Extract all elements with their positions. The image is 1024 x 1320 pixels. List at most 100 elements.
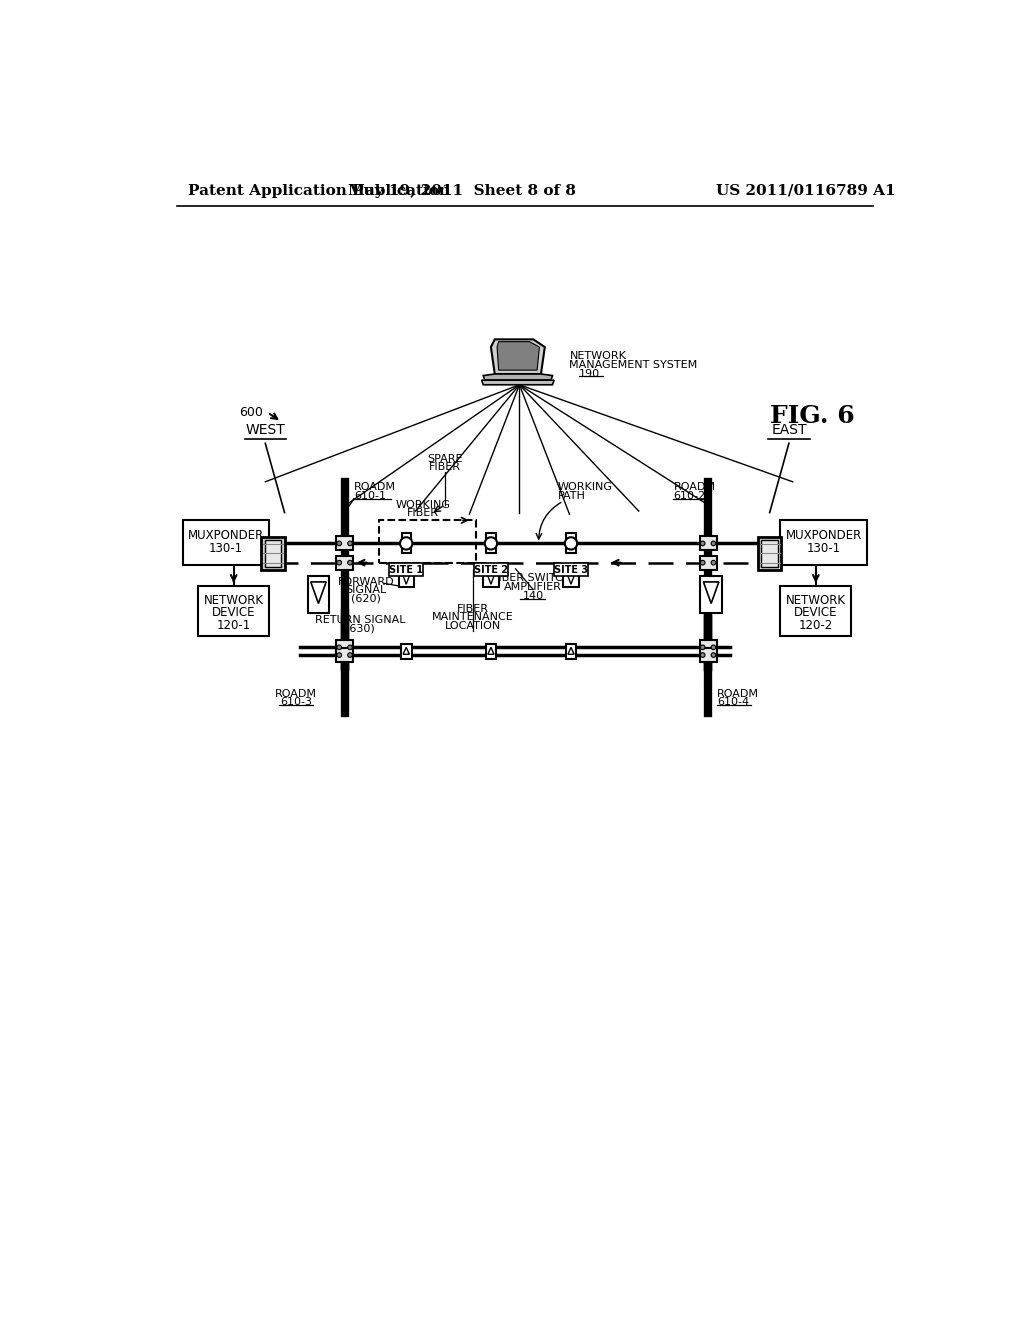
Text: SIGNAL: SIGNAL <box>345 585 387 595</box>
Bar <box>264 540 282 566</box>
Polygon shape <box>401 572 411 585</box>
Text: ROADM: ROADM <box>717 689 760 698</box>
Text: 190: 190 <box>579 370 600 379</box>
Text: FIBER: FIBER <box>429 462 461 473</box>
Bar <box>565 644 577 659</box>
Text: MANAGEMENT SYSTEM: MANAGEMENT SYSTEM <box>569 360 697 370</box>
Text: FIBER: FIBER <box>457 603 489 614</box>
Circle shape <box>337 541 342 545</box>
Text: RETURN SIGNAL: RETURN SIGNAL <box>314 615 406 626</box>
Text: SITE 3: SITE 3 <box>554 565 588 574</box>
Circle shape <box>348 561 352 565</box>
Text: (620): (620) <box>351 594 381 603</box>
Text: 610-1: 610-1 <box>354 491 386 500</box>
Text: FIG. 6: FIG. 6 <box>770 404 854 429</box>
Polygon shape <box>568 647 574 655</box>
Text: 130-1: 130-1 <box>807 541 841 554</box>
Bar <box>699 556 717 570</box>
Text: ROADM: ROADM <box>674 482 716 492</box>
Circle shape <box>565 537 578 549</box>
Circle shape <box>348 653 352 657</box>
Text: 610-3: 610-3 <box>281 697 312 708</box>
Bar <box>554 564 588 576</box>
Text: PATH: PATH <box>558 491 586 500</box>
Polygon shape <box>310 582 326 603</box>
Bar <box>485 644 497 659</box>
Polygon shape <box>403 647 410 655</box>
Text: 130-1: 130-1 <box>209 541 243 554</box>
Circle shape <box>337 653 342 657</box>
Text: EAST: EAST <box>771 424 807 437</box>
Text: MAINTENANCE: MAINTENANCE <box>432 612 514 622</box>
Polygon shape <box>487 647 494 655</box>
Bar <box>758 537 781 570</box>
Bar <box>398 568 414 587</box>
Text: NETWORK: NETWORK <box>204 594 264 607</box>
Bar <box>336 640 353 655</box>
Bar <box>780 586 851 636</box>
Bar <box>699 640 717 655</box>
Circle shape <box>700 645 705 649</box>
Text: SITE 2: SITE 2 <box>474 565 508 574</box>
Polygon shape <box>497 342 540 370</box>
Text: NETWORK: NETWORK <box>785 594 846 607</box>
Bar <box>563 568 579 587</box>
Circle shape <box>700 541 705 545</box>
Bar <box>336 556 353 570</box>
Text: 120-2: 120-2 <box>799 619 833 631</box>
Bar <box>401 533 411 553</box>
Text: WORKING: WORKING <box>395 500 451 510</box>
Circle shape <box>711 541 716 545</box>
Circle shape <box>400 537 413 549</box>
Polygon shape <box>483 374 553 380</box>
Bar <box>483 568 499 587</box>
Bar <box>336 536 353 550</box>
Circle shape <box>711 645 716 649</box>
Bar <box>474 564 508 576</box>
Polygon shape <box>490 339 545 374</box>
Bar <box>389 564 423 576</box>
Bar <box>699 536 717 550</box>
Text: ROADM: ROADM <box>275 689 317 698</box>
Text: 600: 600 <box>240 407 263 418</box>
Circle shape <box>711 561 716 565</box>
Polygon shape <box>566 572 575 585</box>
Text: SPARE: SPARE <box>427 454 463 463</box>
Text: WEST: WEST <box>246 424 286 437</box>
Text: LOCATION: LOCATION <box>445 620 502 631</box>
Text: US 2011/0116789 A1: US 2011/0116789 A1 <box>716 183 895 198</box>
Bar <box>486 533 496 553</box>
Bar <box>700 576 722 612</box>
Polygon shape <box>703 582 719 603</box>
Circle shape <box>337 645 342 649</box>
Text: SITE 1: SITE 1 <box>389 565 423 574</box>
Circle shape <box>484 537 497 549</box>
Bar <box>261 537 285 570</box>
Text: MUXPONDER: MUXPONDER <box>785 529 861 543</box>
Bar <box>400 644 412 659</box>
Polygon shape <box>486 572 496 585</box>
Bar <box>566 533 575 553</box>
Bar <box>199 586 269 636</box>
Text: 120-1: 120-1 <box>217 619 251 631</box>
Text: Patent Application Publication: Patent Application Publication <box>188 183 451 198</box>
Text: FORWARD: FORWARD <box>338 577 394 587</box>
Text: NETWORK: NETWORK <box>569 351 627 362</box>
Text: AMPLIFIER: AMPLIFIER <box>505 582 562 591</box>
Circle shape <box>700 561 705 565</box>
Text: ROADM: ROADM <box>354 482 396 492</box>
Text: May 19, 2011  Sheet 8 of 8: May 19, 2011 Sheet 8 of 8 <box>348 183 575 198</box>
Text: MUXPONDER: MUXPONDER <box>188 529 264 543</box>
Text: DEVICE: DEVICE <box>794 606 838 619</box>
Text: 140: 140 <box>522 591 544 601</box>
Bar <box>307 576 330 612</box>
Circle shape <box>700 653 705 657</box>
Circle shape <box>337 561 342 565</box>
Bar <box>379 520 475 562</box>
Circle shape <box>711 653 716 657</box>
Bar <box>699 648 717 663</box>
Bar <box>761 540 778 566</box>
Text: FIBER: FIBER <box>408 508 439 519</box>
Polygon shape <box>481 380 554 385</box>
Text: DEVICE: DEVICE <box>212 606 256 619</box>
